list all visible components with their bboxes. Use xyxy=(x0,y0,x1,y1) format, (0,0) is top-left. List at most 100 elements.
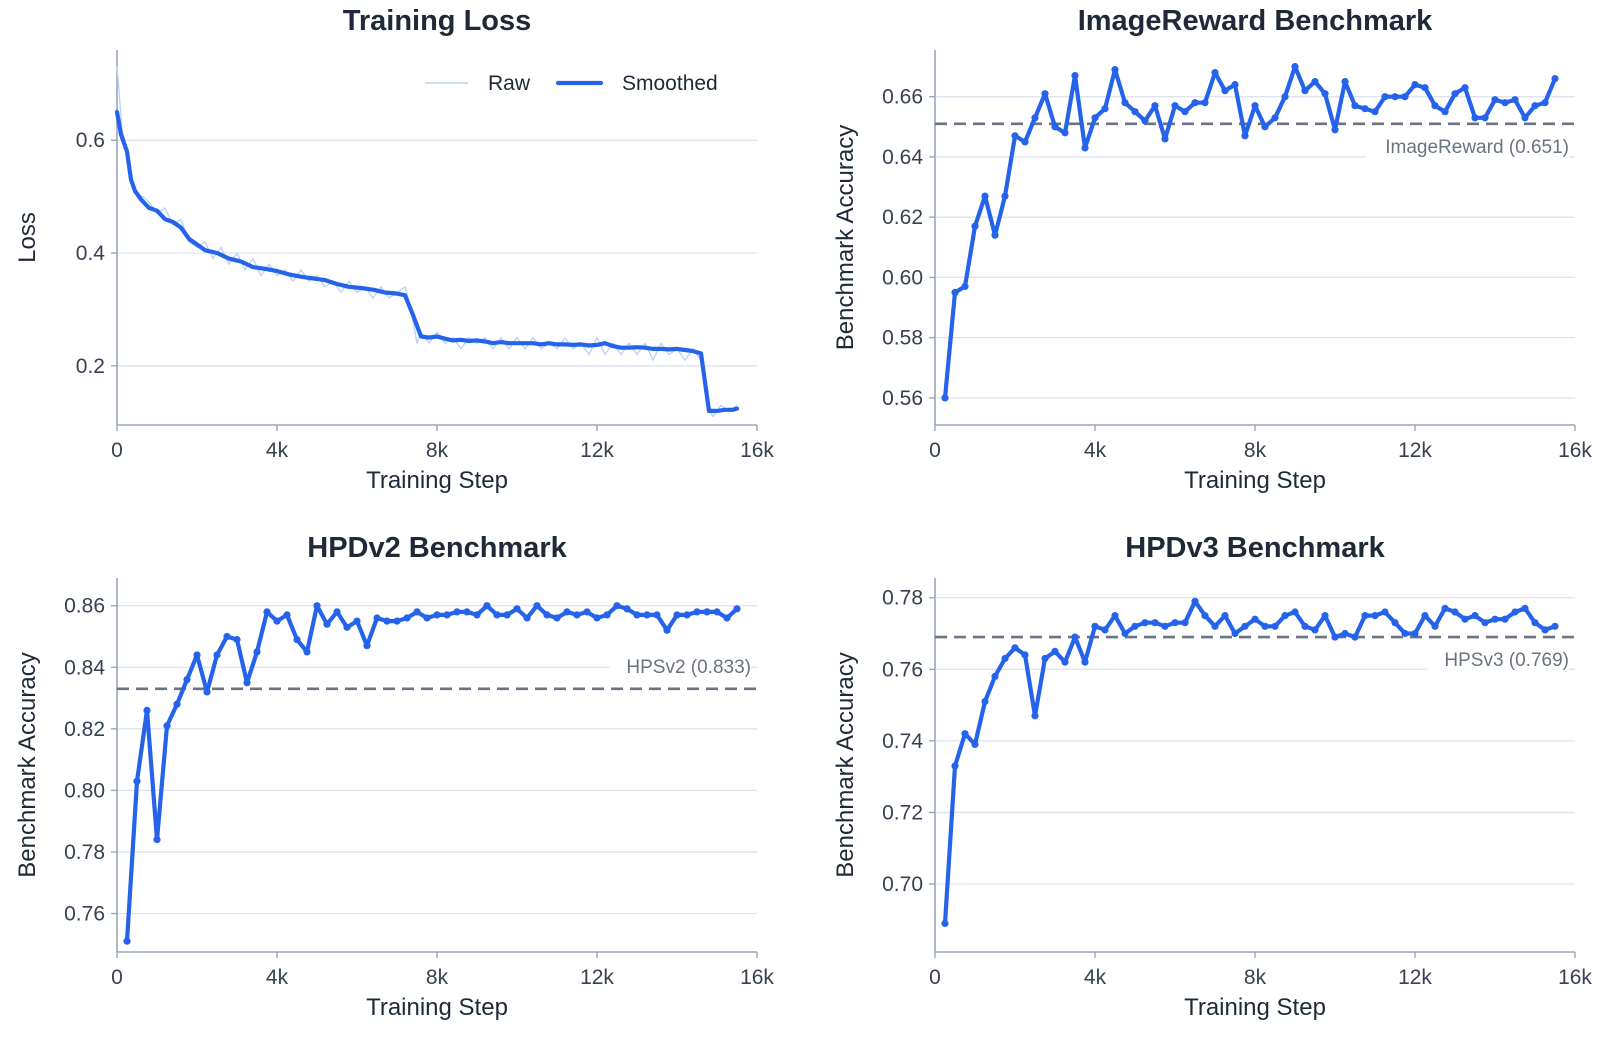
data-point xyxy=(543,611,551,619)
data-point xyxy=(1271,114,1279,122)
y-tick-label: 0.80 xyxy=(64,779,105,802)
data-point xyxy=(1391,619,1399,627)
data-point xyxy=(503,611,511,619)
data-point xyxy=(1071,633,1079,641)
y-tick-label: 0.62 xyxy=(882,206,923,229)
x-axis-label: Training Step xyxy=(366,994,508,1021)
data-point xyxy=(293,636,301,644)
data-point xyxy=(991,672,999,681)
data-point xyxy=(453,608,461,616)
x-tick-label: 4k xyxy=(1084,966,1107,989)
data-point xyxy=(1171,102,1179,110)
data-point xyxy=(1431,622,1439,630)
x-tick-label: 16k xyxy=(740,439,774,462)
chart-title: Training Loss xyxy=(343,5,532,37)
x-tick-label: 8k xyxy=(426,439,449,462)
data-point xyxy=(573,611,581,619)
data-point xyxy=(1041,654,1049,663)
data-point xyxy=(433,611,441,619)
data-point xyxy=(553,614,561,622)
data-point xyxy=(1011,644,1019,652)
data-point xyxy=(173,700,181,708)
data-point xyxy=(1261,622,1269,630)
y-axis-label: Loss xyxy=(14,212,41,263)
data-point xyxy=(233,636,241,644)
data-point xyxy=(1181,619,1189,627)
data-point xyxy=(1001,192,1009,200)
data-point xyxy=(1301,87,1309,95)
data-point xyxy=(1171,619,1179,627)
data-point xyxy=(633,611,641,619)
x-tick-label: 4k xyxy=(266,966,289,989)
reference-label-bg xyxy=(1365,134,1569,159)
data-point xyxy=(1081,144,1089,152)
data-point xyxy=(333,608,341,616)
data-point xyxy=(1201,99,1209,107)
y-tick-label: 0.78 xyxy=(882,587,923,610)
data-point xyxy=(1051,647,1059,656)
data-point xyxy=(313,602,321,610)
data-point xyxy=(1221,87,1229,95)
data-point xyxy=(1211,622,1219,630)
data-point xyxy=(1461,615,1469,623)
legend-label-raw: Raw xyxy=(488,72,531,95)
data-point xyxy=(1531,102,1539,110)
x-tick-label: 12k xyxy=(1398,966,1432,989)
data-point xyxy=(323,620,331,628)
data-point xyxy=(1371,612,1379,620)
data-point xyxy=(951,288,959,297)
data-point xyxy=(1421,84,1429,92)
data-point xyxy=(1311,626,1319,634)
data-point xyxy=(1091,114,1099,122)
data-point xyxy=(1491,96,1499,104)
data-point xyxy=(1261,123,1269,131)
x-axis-label: Training Step xyxy=(1184,994,1326,1021)
data-point xyxy=(123,937,131,945)
data-point xyxy=(1001,654,1009,663)
x-tick-label: 0 xyxy=(929,966,941,989)
data-point xyxy=(1551,75,1559,83)
data-point xyxy=(1241,622,1249,630)
data-point xyxy=(1131,622,1139,630)
data-point xyxy=(1061,658,1069,666)
data-point xyxy=(343,623,351,631)
y-tick-label: 0.70 xyxy=(882,873,923,896)
data-point xyxy=(1541,99,1549,107)
data-point xyxy=(1441,604,1449,613)
data-point xyxy=(1111,612,1119,620)
data-point xyxy=(1431,102,1439,110)
data-point xyxy=(1521,604,1529,613)
data-point xyxy=(1531,619,1539,627)
x-tick-label: 0 xyxy=(111,439,123,462)
y-tick-label: 0.72 xyxy=(882,801,923,824)
data-point xyxy=(133,777,141,785)
data-point xyxy=(1451,608,1459,616)
data-point xyxy=(1031,114,1039,122)
data-point xyxy=(1031,712,1039,720)
y-axis-label: Benchmark Accuracy xyxy=(832,125,859,350)
x-axis-label: Training Step xyxy=(366,467,508,494)
data-point xyxy=(393,617,401,625)
data-point xyxy=(1241,132,1249,140)
data-point xyxy=(533,602,541,610)
data-point xyxy=(941,394,949,402)
data-point xyxy=(603,611,611,619)
data-point xyxy=(643,611,651,619)
data-point xyxy=(253,648,261,656)
data-point xyxy=(1421,612,1429,620)
data-point xyxy=(1351,633,1359,641)
data-point xyxy=(413,608,421,616)
data-point xyxy=(971,740,979,749)
x-tick-label: 8k xyxy=(1244,439,1267,462)
data-point xyxy=(1011,132,1019,140)
chart-panel-2: 0.56 0.58 0.60 0.62 0.64 0.66 0 4k 8k 12k 16k Image… xyxy=(832,5,1592,494)
data-point xyxy=(723,614,731,622)
data-point xyxy=(583,608,591,616)
data-point xyxy=(1181,108,1189,116)
data-point xyxy=(163,722,171,730)
x-tick-label: 12k xyxy=(580,439,614,462)
x-tick-label: 0 xyxy=(929,439,941,462)
data-point xyxy=(193,651,201,659)
data-point xyxy=(981,192,989,200)
